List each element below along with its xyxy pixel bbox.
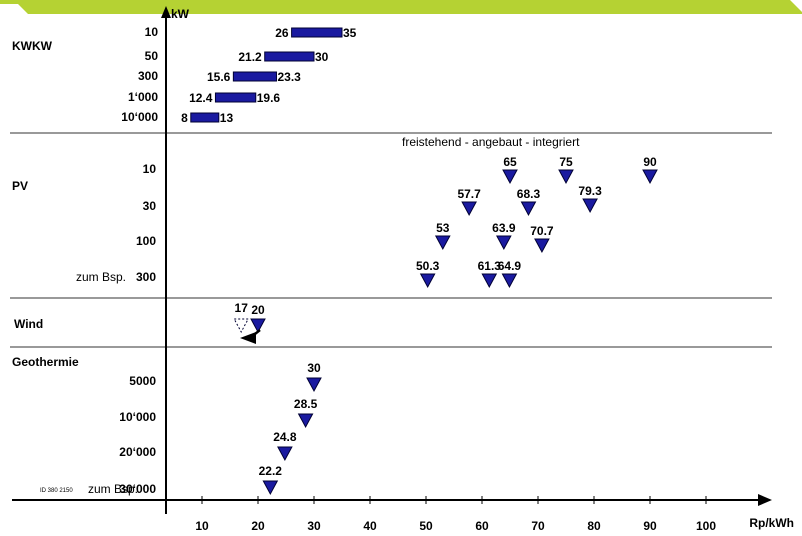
bar-high-label: 19.6 (257, 91, 281, 105)
data-point-label: 65 (503, 155, 517, 169)
range-bar (291, 27, 343, 38)
x-tick-label: 90 (643, 519, 657, 533)
data-point-label: 79.3 (578, 184, 602, 198)
id-note: ID 380 2150 (40, 488, 73, 494)
row-prefix: zum Bsp. (76, 270, 126, 284)
data-point-marker (297, 413, 314, 429)
data-point-marker (496, 235, 512, 251)
data-point-label: 30 (307, 361, 321, 375)
section-title: Wind (14, 317, 43, 331)
row-prefix: zum Bsp. (88, 482, 138, 496)
bar-high-label: 30 (315, 50, 329, 64)
data-point-label: 28.5 (294, 397, 318, 411)
row-label: 1‘000 (128, 90, 158, 104)
data-point-label: 90 (643, 155, 657, 169)
data-point-marker (502, 169, 518, 185)
row-label: 10 (143, 162, 157, 176)
data-point-label: 20 (251, 303, 265, 317)
data-point-marker (250, 318, 266, 334)
x-tick-label: 40 (363, 519, 377, 533)
x-tick-label: 60 (475, 519, 489, 533)
data-point-label: 75 (559, 155, 573, 169)
data-point-marker (277, 446, 293, 462)
y-axis-arrow (161, 6, 171, 18)
bar-low-label: 26 (275, 26, 289, 40)
data-point-marker (481, 273, 498, 289)
data-point-marker (501, 273, 518, 289)
data-point-marker (520, 201, 537, 217)
section-title: PV (12, 179, 28, 193)
x-tick-label: 100 (696, 519, 716, 533)
previous-point-label: 17 (235, 301, 249, 315)
bar-low-label: 21.2 (238, 50, 262, 64)
row-label: 30 (143, 199, 157, 213)
data-point-label: 24.8 (273, 430, 297, 444)
data-point-marker (642, 169, 658, 185)
row-label: 10‘000 (121, 110, 158, 124)
bar-low-label: 15.6 (207, 70, 231, 84)
data-point-marker (558, 169, 574, 185)
data-point-marker (306, 377, 322, 393)
x-tick-label: 70 (531, 519, 545, 533)
data-point-label: 50.3 (416, 259, 440, 273)
data-point-label: 70.7 (530, 224, 554, 238)
data-point-label: 22.2 (259, 464, 283, 478)
data-point-marker (434, 235, 451, 251)
data-point-marker (534, 238, 550, 254)
data-point-marker (262, 480, 279, 496)
y-axis-label: kW (171, 7, 190, 21)
row-label: 300 (138, 69, 158, 83)
data-point-label: 53 (436, 221, 450, 235)
bar-low-label: 8 (181, 111, 188, 125)
range-bar (232, 71, 277, 82)
row-label: 50 (145, 49, 159, 63)
x-tick-label: 20 (251, 519, 265, 533)
row-label: 20‘000 (119, 445, 156, 459)
top-banner (0, 0, 802, 14)
range-bar (264, 51, 315, 62)
bar-high-label: 13 (220, 111, 234, 125)
data-point-label: 68.3 (517, 187, 541, 201)
data-point-label: 63.9 (492, 221, 516, 235)
x-axis-arrow (758, 494, 772, 506)
change-arrow-head (240, 332, 256, 344)
section-header: freistehend - angebaut - integriert (402, 135, 580, 149)
row-label: 10 (145, 25, 159, 39)
previous-point-marker (233, 318, 250, 334)
row-label: 100 (136, 234, 156, 248)
data-point-marker (582, 198, 598, 214)
x-tick-label: 30 (307, 519, 321, 533)
x-tick-label: 50 (419, 519, 433, 533)
data-point-label: 64.9 (498, 259, 522, 273)
bar-low-label: 12.4 (189, 91, 213, 105)
x-tick-label: 10 (195, 519, 209, 533)
data-point-label: 57.7 (457, 187, 481, 201)
section-title: Geothermie (12, 355, 79, 369)
data-point-label: 61.3 (478, 259, 502, 273)
data-point-marker (419, 273, 436, 289)
data-point-marker (461, 201, 477, 217)
row-label: 5000 (129, 374, 156, 388)
x-tick-label: 80 (587, 519, 601, 533)
bar-high-label: 23.3 (277, 70, 301, 84)
range-bar (214, 92, 257, 103)
row-label: 300 (136, 270, 156, 284)
x-axis-label: Rp/kWh (749, 516, 794, 530)
row-label: 10‘000 (119, 410, 156, 424)
row-label: 30‘000 (119, 482, 156, 496)
section-title: KWKW (12, 39, 53, 53)
range-bar (190, 112, 220, 123)
bar-high-label: 35 (343, 26, 357, 40)
